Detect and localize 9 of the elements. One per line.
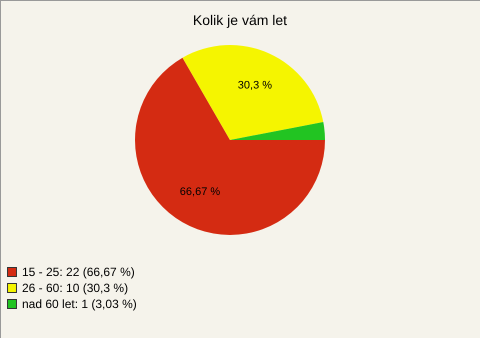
pie-slice <box>230 122 325 140</box>
pie-slice <box>135 58 325 235</box>
chart-title: Kolik je vám let <box>192 12 288 28</box>
data-label: 66,67 % <box>180 186 220 198</box>
legend-label: 15 - 25: 22 (66,67 %) <box>22 265 135 279</box>
pie-slice <box>182 45 324 140</box>
data-label: 30,3 % <box>238 79 272 92</box>
legend-label: nad 60 let: 1 (3,03 %) <box>22 297 137 311</box>
legend-label: 26 - 60: 10 (30,3 %) <box>22 281 128 295</box>
